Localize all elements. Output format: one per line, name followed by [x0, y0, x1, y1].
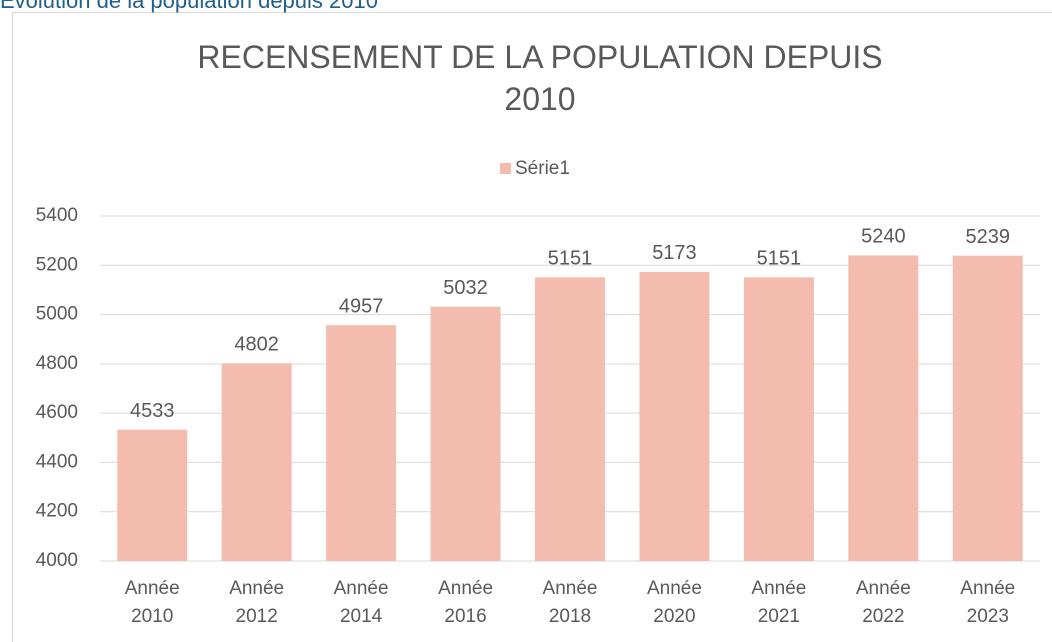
y-tick-label: 4400	[36, 451, 78, 472]
x-tick-label: Année 2012	[229, 578, 284, 627]
bar	[535, 277, 605, 561]
data-label: 5239	[966, 226, 1011, 248]
bar	[952, 255, 1023, 562]
data-label: 5032	[443, 277, 488, 299]
x-tick-label: Année 2016	[438, 578, 493, 627]
x-tick-label: Année 2022	[856, 578, 911, 627]
bar	[221, 363, 292, 561]
x-tick-label: Année 2023	[960, 578, 1015, 627]
x-tick-label: Année 2020	[647, 578, 702, 627]
bar	[117, 429, 188, 561]
x-tick-label: Année 2014	[334, 578, 389, 627]
y-tick-label: 4800	[36, 353, 78, 374]
bar	[848, 255, 919, 561]
data-label: 5173	[652, 242, 697, 264]
bar	[430, 306, 501, 561]
chart-title: RECENSEMENT DE LA POPULATION DEPUIS 2010	[197, 39, 882, 117]
legend-swatch	[500, 163, 511, 174]
data-label: 5151	[757, 248, 802, 270]
data-label: 4533	[130, 400, 175, 422]
bar	[326, 325, 397, 561]
y-tick-label: 4000	[36, 550, 78, 571]
bar	[639, 271, 710, 561]
x-tick-label: Année 2018	[543, 578, 598, 627]
y-tick-label: 5200	[36, 254, 78, 275]
page-heading: Évolution de la population depuis 2010	[0, 0, 378, 13]
data-label: 5240	[861, 226, 906, 248]
y-tick-label: 5000	[36, 304, 78, 325]
y-tick-label: 5400	[36, 205, 78, 226]
data-label: 4957	[339, 295, 384, 317]
x-tick-label: Année 2021	[751, 578, 806, 627]
y-tick-label: 4200	[36, 501, 78, 522]
y-tick-label: 4600	[36, 402, 78, 423]
bar	[743, 277, 814, 561]
x-tick-label: Année 2010	[125, 578, 180, 627]
data-label: 4802	[234, 334, 279, 356]
legend-label: Série1	[515, 158, 570, 179]
data-label: 5151	[548, 248, 593, 270]
